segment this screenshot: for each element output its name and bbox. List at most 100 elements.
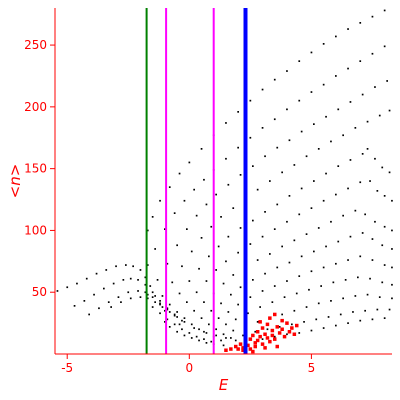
- data-point: [364, 213, 366, 216]
- data-point: [224, 348, 228, 352]
- data-point: [256, 321, 259, 323]
- data-point: [273, 78, 276, 81]
- data-point: [290, 326, 294, 330]
- data-point: [186, 228, 188, 230]
- data-point: [151, 306, 154, 308]
- data-point: [246, 343, 250, 348]
- data-point: [252, 279, 254, 281]
- data-point: [237, 111, 239, 113]
- data-point: [210, 309, 213, 312]
- data-point: [186, 301, 188, 303]
- data-point: [337, 108, 340, 111]
- data-point: [159, 302, 161, 305]
- data-point: [200, 237, 203, 239]
- data-point: [171, 281, 174, 284]
- y-tick-label: 250: [24, 38, 47, 52]
- data-point: [200, 148, 203, 150]
- data-point: [273, 285, 276, 287]
- data-point: [322, 199, 325, 202]
- data-point: [156, 279, 159, 281]
- x-tick-label: 0: [185, 361, 193, 375]
- data-point: [273, 312, 277, 317]
- data-point: [237, 303, 239, 306]
- data-point: [234, 318, 237, 321]
- data-point: [317, 302, 320, 305]
- data-point: [310, 51, 313, 54]
- data-point: [255, 338, 260, 343]
- data-point: [361, 93, 364, 96]
- data-point: [371, 15, 374, 18]
- data-point: [359, 255, 362, 258]
- data-point: [232, 274, 235, 276]
- data-point: [276, 146, 279, 149]
- data-point: [391, 229, 393, 232]
- data-point: [386, 80, 388, 82]
- data-point: [359, 22, 362, 24]
- y-tick-label: 100: [24, 223, 47, 237]
- data-point: [164, 309, 166, 312]
- data-point: [176, 311, 178, 313]
- data-point: [339, 313, 342, 316]
- data-point: [190, 323, 193, 326]
- data-point: [146, 297, 149, 300]
- data-point: [381, 244, 384, 247]
- data-point: [178, 292, 181, 295]
- data-point: [107, 301, 110, 303]
- data-point: [376, 190, 379, 192]
- data-point: [347, 187, 349, 190]
- data-point: [295, 292, 298, 295]
- data-point: [263, 346, 267, 350]
- data-point: [154, 248, 156, 250]
- data-point: [198, 339, 200, 342]
- data-point: [361, 232, 364, 234]
- data-point: [303, 321, 305, 323]
- data-point: [176, 330, 178, 333]
- data-point: [208, 255, 210, 258]
- data-point: [364, 309, 366, 312]
- data-point: [258, 320, 262, 324]
- data-point: [381, 281, 384, 284]
- data-point: [347, 322, 349, 324]
- data-point: [159, 300, 161, 302]
- data-point: [205, 332, 208, 334]
- data-point: [117, 296, 120, 298]
- data-point: [166, 308, 169, 311]
- data-point: [66, 286, 69, 289]
- data-point: [308, 288, 310, 291]
- data-point: [322, 266, 325, 269]
- data-point: [371, 318, 374, 321]
- data-point: [388, 171, 391, 174]
- data-point: [278, 326, 281, 328]
- data-point: [195, 291, 198, 294]
- data-point: [125, 264, 127, 266]
- data-point: [383, 317, 386, 319]
- data-point: [241, 348, 245, 352]
- data-point: [298, 99, 301, 102]
- data-point: [230, 293, 232, 296]
- data-point: [388, 109, 391, 112]
- data-point: [342, 214, 344, 217]
- data-point: [374, 86, 376, 88]
- data-point: [98, 307, 100, 310]
- data-point: [270, 328, 275, 333]
- data-point: [193, 309, 195, 312]
- data-point: [144, 283, 147, 286]
- ticks: -5 0 5 50 100 150 200 250: [24, 38, 315, 375]
- data-point: [256, 188, 259, 191]
- data-point: [286, 108, 288, 111]
- data-point: [56, 290, 59, 292]
- data-point: [220, 339, 222, 342]
- data-point: [222, 282, 225, 285]
- data-point: [288, 195, 291, 197]
- data-point: [258, 334, 262, 339]
- data-point: [254, 330, 257, 333]
- data-point: [322, 43, 325, 45]
- data-point: [293, 239, 296, 242]
- data-point: [310, 270, 313, 273]
- data-point: [203, 330, 205, 333]
- data-point: [259, 306, 261, 308]
- data-point: [378, 296, 381, 298]
- x-tick-label: -5: [61, 361, 73, 375]
- data-point: [276, 203, 279, 206]
- data-point: [281, 245, 283, 248]
